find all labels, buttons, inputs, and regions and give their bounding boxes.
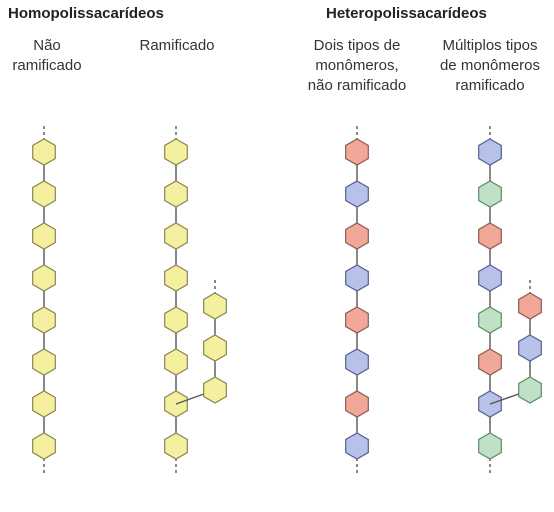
col2-chain-monomer xyxy=(164,348,188,376)
label-line: monômeros, xyxy=(315,57,399,74)
label-ramificado: Ramificado xyxy=(125,36,229,56)
col4-chain-monomer xyxy=(478,306,502,334)
label-line: de monômeros xyxy=(439,57,541,74)
col2-branch-monomer xyxy=(203,292,227,320)
label-line: Múltiplos tipos xyxy=(442,37,538,54)
col2-chain-monomer xyxy=(164,138,188,166)
heading-homopolissacarideos: Homopolissacarídeos xyxy=(8,5,164,22)
col4-branch-monomer xyxy=(518,376,542,404)
col3-chain-monomer xyxy=(345,306,369,334)
col3-chain-monomer xyxy=(345,138,369,166)
col4-chain-monomer xyxy=(478,432,502,460)
col4-branch-monomer xyxy=(518,292,542,320)
label-multiplos-tipos: Múltiplos tipos de monômeros ramificado xyxy=(428,36,552,96)
col4-chain-monomer xyxy=(478,222,502,250)
col1-chain-monomer xyxy=(32,180,56,208)
col2-branch-monomer xyxy=(203,334,227,362)
col3-chain-monomer xyxy=(345,348,369,376)
col4-branch-monomer xyxy=(518,334,542,362)
col1-chain-monomer xyxy=(32,390,56,418)
col4-chain-monomer xyxy=(478,180,502,208)
col1-chain-monomer xyxy=(32,348,56,376)
label-line: Dois tipos de xyxy=(313,37,401,54)
col3-chain-monomer xyxy=(345,180,369,208)
label-line: Ramificado xyxy=(139,37,215,54)
col3-chain-monomer xyxy=(345,222,369,250)
col4-chain-monomer xyxy=(478,264,502,292)
col1-chain-monomer xyxy=(32,138,56,166)
col2-chain-monomer xyxy=(164,306,188,334)
col4-chain-monomer xyxy=(478,348,502,376)
col2-chain-monomer xyxy=(164,264,188,292)
heading-heteropolissacarideos: Heteropolissacarídeos xyxy=(326,5,487,22)
col3-chain-monomer xyxy=(345,390,369,418)
label-line: ramificado xyxy=(455,77,525,94)
col1-chain-monomer xyxy=(32,264,56,292)
col2-chain-monomer xyxy=(164,222,188,250)
label-line: não ramificado xyxy=(307,77,407,94)
label-line: ramificado xyxy=(12,57,82,74)
col2-branch-monomer xyxy=(203,376,227,404)
col1-chain-monomer xyxy=(32,432,56,460)
col1-chain-monomer xyxy=(32,222,56,250)
col2-chain-monomer xyxy=(164,180,188,208)
col4-chain-monomer xyxy=(478,138,502,166)
label-nao-ramificado: Não ramificado xyxy=(0,36,94,76)
label-line: Não xyxy=(33,37,61,54)
col2-chain-monomer xyxy=(164,432,188,460)
label-dois-tipos: Dois tipos de monômeros, não ramificado xyxy=(290,36,424,96)
col3-chain-monomer xyxy=(345,432,369,460)
col1-chain-monomer xyxy=(32,306,56,334)
col3-chain-monomer xyxy=(345,264,369,292)
